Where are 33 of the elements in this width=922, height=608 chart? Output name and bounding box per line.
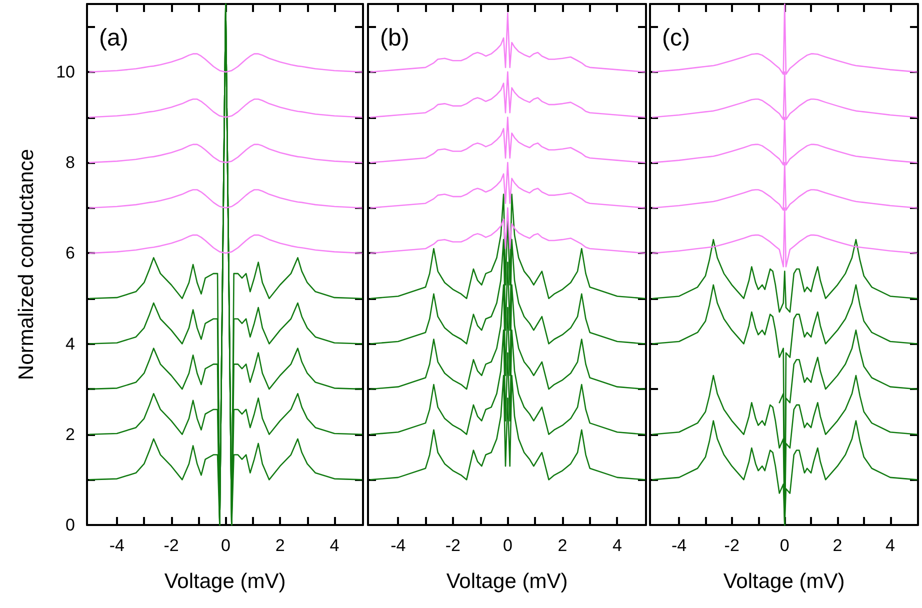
x-tick-label: 4 xyxy=(886,536,896,555)
x-tick-label: 2 xyxy=(558,536,568,555)
annotation: (c) xyxy=(662,24,690,52)
y-tick-label: 4 xyxy=(66,334,75,354)
y-tick-label: 8 xyxy=(66,153,75,172)
y-tick-label: 10 xyxy=(56,62,75,82)
y-tick-label: 2 xyxy=(66,424,75,444)
x-tick-label: 4 xyxy=(612,536,622,555)
line-series xyxy=(89,234,362,254)
x-tick-label: 0 xyxy=(502,536,512,555)
x-tick-label: -4 xyxy=(109,536,124,555)
x-tick-label: -2 xyxy=(445,536,460,555)
x-tick-label: 2 xyxy=(832,536,842,555)
line-series xyxy=(89,144,362,164)
x-axis-title: Voltage (mV) xyxy=(723,570,845,593)
x-tick-label: 0 xyxy=(220,536,230,555)
line-series xyxy=(89,189,362,209)
x-tick-label: 2 xyxy=(275,536,285,555)
x-tick-label: -4 xyxy=(671,536,687,555)
y-tick-label: 0 xyxy=(66,516,75,534)
y-axis-title: Normalized conductance xyxy=(15,148,38,380)
x-tick-label: -4 xyxy=(390,536,406,555)
annotation: (b) xyxy=(380,24,410,52)
x-tick-label: 4 xyxy=(330,536,340,555)
x-tick-label: -2 xyxy=(164,536,179,555)
line-series xyxy=(89,53,362,73)
x-tick-label: -2 xyxy=(724,536,740,555)
line-series xyxy=(89,98,362,118)
x-axis-title: Voltage (mV) xyxy=(446,570,568,593)
x-axis-title: Voltage (mV) xyxy=(164,570,286,593)
x-tick-label: 0 xyxy=(780,536,790,555)
annotation: (a) xyxy=(99,24,128,52)
y-tick-label: 6 xyxy=(66,244,75,263)
